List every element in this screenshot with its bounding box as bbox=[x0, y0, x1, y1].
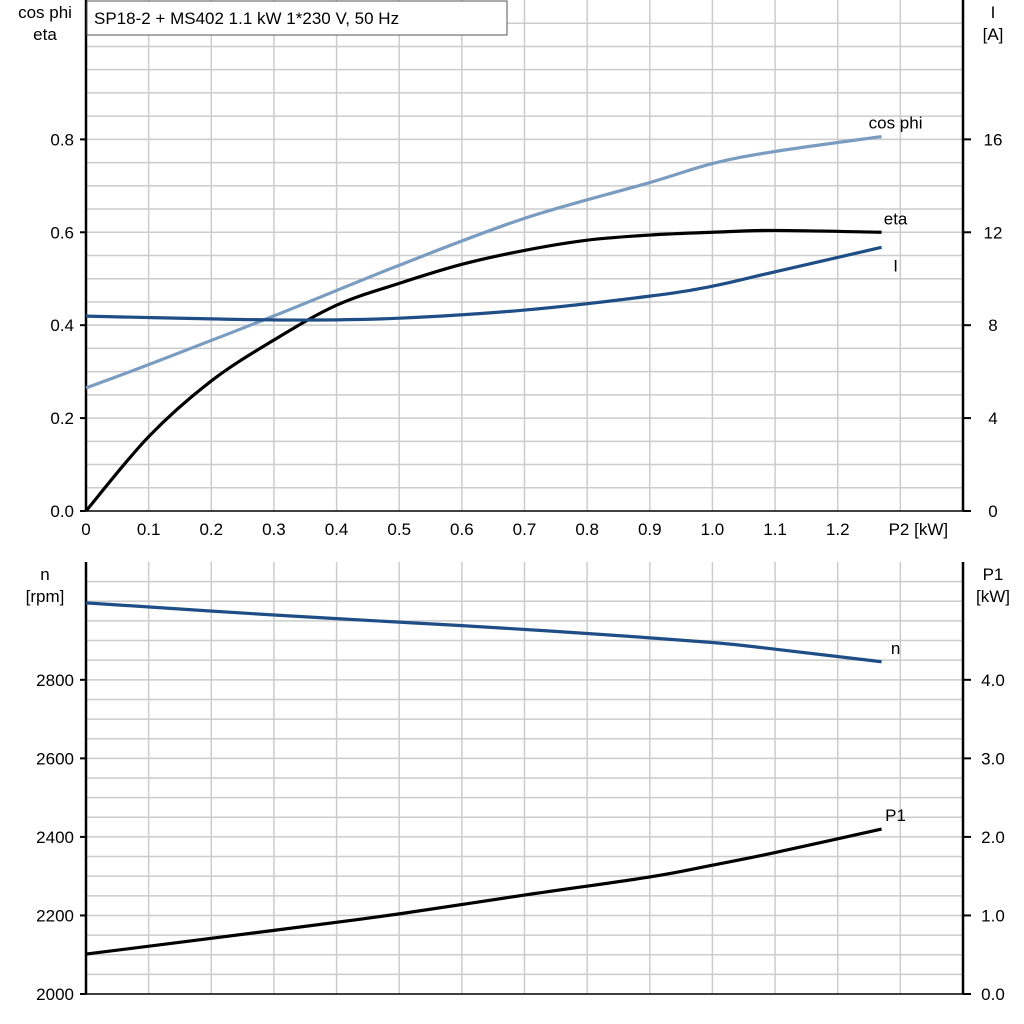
series-label-n: n bbox=[891, 639, 900, 658]
series-line-eta bbox=[84, 228, 882, 513]
y-right-axis-label: P1 bbox=[983, 565, 1004, 584]
y-right-tick-label: 0.0 bbox=[981, 985, 1005, 1004]
y-left-axis-label: n bbox=[40, 565, 49, 584]
y-left-axis-label: eta bbox=[33, 25, 57, 44]
y-right-tick-label: 16 bbox=[984, 130, 1003, 149]
x-tick-label: 0.7 bbox=[513, 520, 537, 539]
series-label-p1: P1 bbox=[885, 806, 906, 825]
x-tick-label: 1.2 bbox=[826, 520, 850, 539]
y-left-tick-label: 2200 bbox=[36, 906, 74, 925]
y-left-axis-label: cos phi bbox=[18, 3, 72, 22]
x-tick-label: 1.1 bbox=[763, 520, 787, 539]
y-right-tick-label: 8 bbox=[988, 316, 997, 335]
x-tick-label: 0.1 bbox=[137, 520, 161, 539]
y-left-tick-label: 2000 bbox=[36, 985, 74, 1004]
y-right-axis-label: I bbox=[991, 3, 996, 22]
series-line-n bbox=[85, 601, 882, 664]
series-label-cos-phi: cos phi bbox=[869, 114, 923, 133]
x-tick-label: 0.4 bbox=[325, 520, 349, 539]
y-right-tick-label: 0 bbox=[988, 502, 997, 521]
y-left-tick-label: 0.0 bbox=[50, 502, 74, 521]
y-right-axis-label: [kW] bbox=[976, 587, 1010, 606]
x-tick-label: 0.3 bbox=[262, 520, 286, 539]
y-right-tick-label: 2.0 bbox=[981, 828, 1005, 847]
x-tick-label: 0.8 bbox=[575, 520, 599, 539]
y-right-tick-label: 1.0 bbox=[981, 906, 1005, 925]
y-left-tick-label: 2600 bbox=[36, 749, 74, 768]
series-line-p1 bbox=[85, 827, 882, 956]
x-tick-label: 1.0 bbox=[701, 520, 725, 539]
x-axis-label: P2 [kW] bbox=[889, 520, 949, 539]
series-label-i: I bbox=[893, 256, 898, 275]
x-tick-label: 0.5 bbox=[387, 520, 411, 539]
series-label-eta: eta bbox=[884, 209, 908, 228]
y-left-tick-label: 2800 bbox=[36, 671, 74, 690]
y-right-tick-label: 12 bbox=[984, 223, 1003, 242]
chart-title: SP18-2 + MS402 1.1 kW 1*230 V, 50 Hz bbox=[94, 9, 399, 28]
y-left-tick-label: 0.6 bbox=[50, 223, 74, 242]
y-right-tick-label: 4 bbox=[988, 409, 997, 428]
x-tick-label: 0 bbox=[81, 520, 90, 539]
series-line-i bbox=[85, 245, 882, 322]
y-right-tick-label: 3.0 bbox=[981, 749, 1005, 768]
y-left-tick-label: 2400 bbox=[36, 828, 74, 847]
x-tick-label: 0.2 bbox=[199, 520, 223, 539]
y-left-tick-label: 0.4 bbox=[50, 316, 74, 335]
title-box bbox=[86, 0, 508, 36]
y-right-axis-label: [A] bbox=[983, 25, 1004, 44]
x-tick-label: 0.6 bbox=[450, 520, 474, 539]
y-left-tick-label: 0.2 bbox=[50, 409, 74, 428]
series-line-cos-phi bbox=[85, 134, 882, 390]
y-left-axis-label: [rpm] bbox=[26, 587, 65, 606]
y-left-tick-label: 0.8 bbox=[50, 130, 74, 149]
y-right-tick-label: 4.0 bbox=[981, 671, 1005, 690]
x-tick-label: 0.9 bbox=[638, 520, 662, 539]
